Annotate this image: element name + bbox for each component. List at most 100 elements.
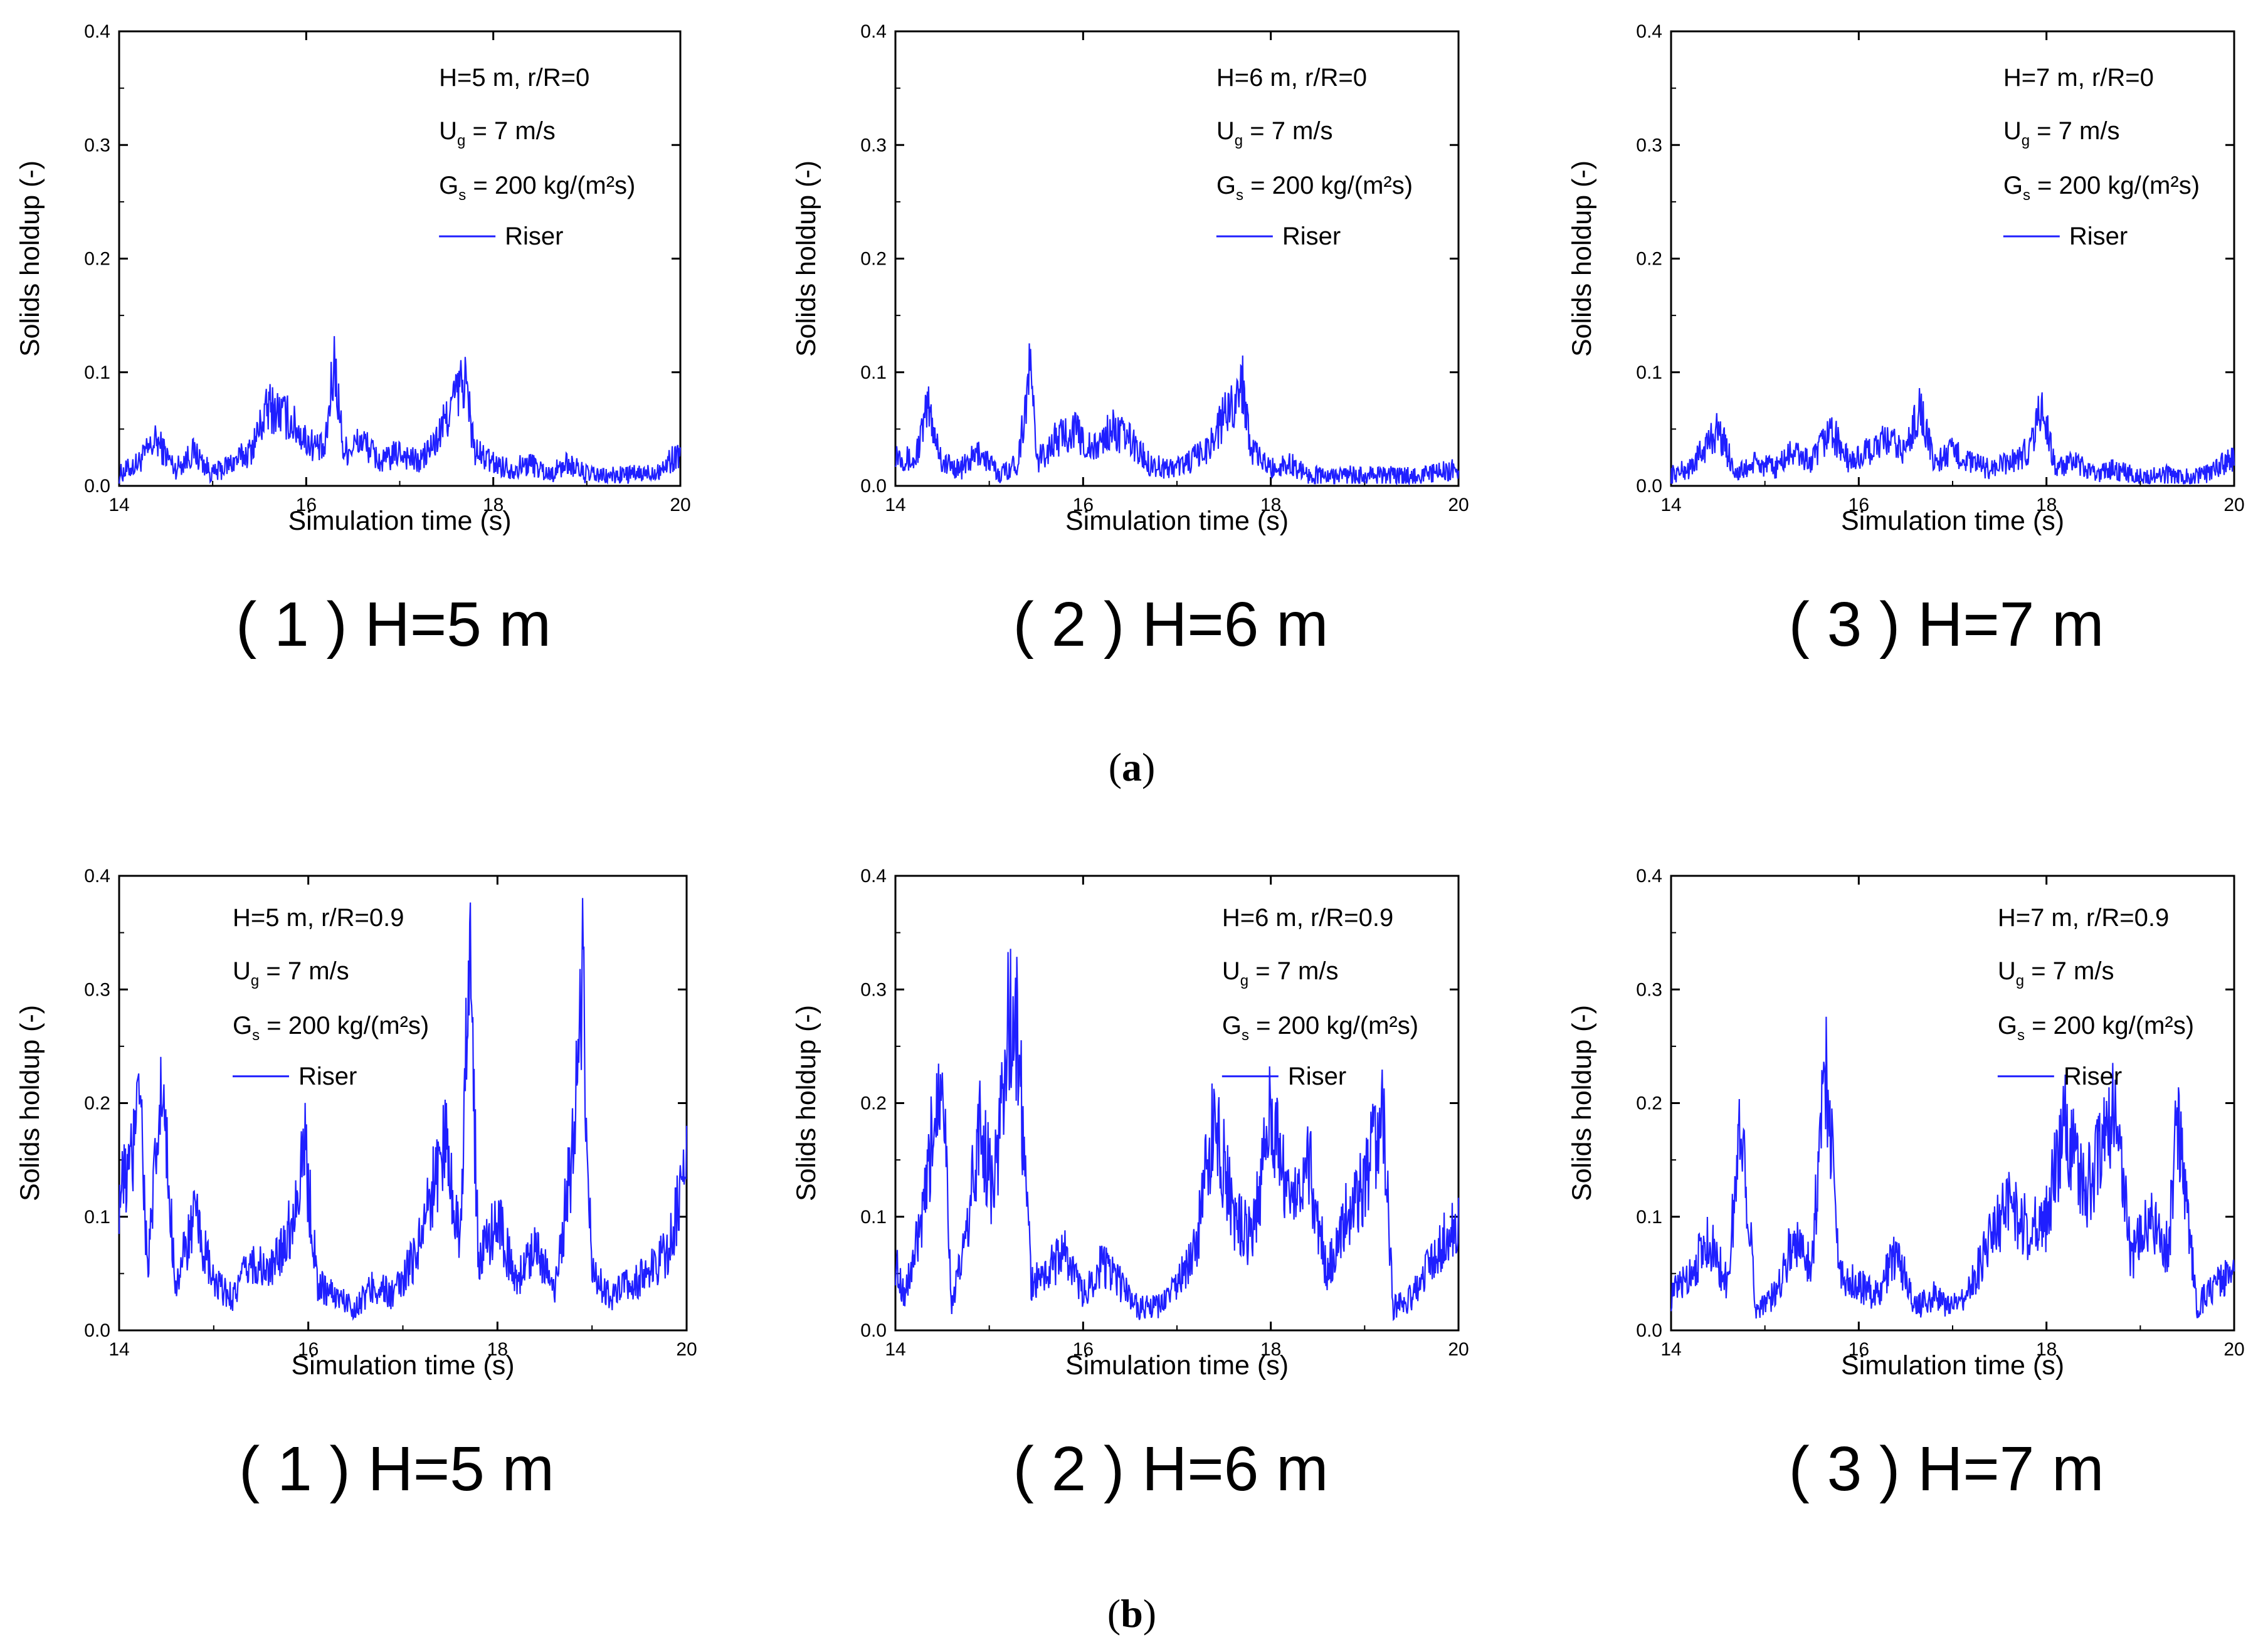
- plot-frame: [1670, 30, 2235, 487]
- x-tick-label: 18: [1260, 1339, 1281, 1360]
- y-tick-label: 0.1: [84, 1207, 110, 1228]
- x-tick-label: 14: [885, 1339, 905, 1360]
- y-tick-label: 0.4: [84, 866, 110, 887]
- y-tick-label: 0.3: [1636, 135, 1662, 155]
- legend-label: Riser: [1282, 223, 1341, 250]
- annotation-title: H=5 m, r/R=0.9: [233, 904, 404, 932]
- annotation-title: H=7 m, r/R=0.9: [1998, 904, 2169, 932]
- x-tick-label: 20: [676, 1339, 697, 1360]
- annotation-title: H=7 m, r/R=0: [2003, 64, 2154, 92]
- y-tick-label: 0.1: [1636, 1207, 1662, 1228]
- x-tick-label: 20: [2223, 495, 2244, 515]
- y-axis-label: Solids holdup (-): [791, 1005, 821, 1201]
- annotation-gs: Gs = 200 kg/(m²s): [1222, 1012, 1418, 1044]
- chart-panel-3: 0.0 0.1 0.2 0.3 0.4 14 16 18 20 Simulation time (…: [1567, 21, 2245, 660]
- y-tick-label: 0.3: [84, 135, 110, 155]
- series-line-riser: [894, 343, 1460, 487]
- chart-panel-6: 0.0 0.1 0.2 0.3 0.4 14 16 18 20 Simulation time (…: [1567, 866, 2245, 1504]
- legend-label: Riser: [505, 223, 563, 250]
- x-tick-label: 16: [1073, 1339, 1094, 1360]
- annotation-title: H=6 m, r/R=0.9: [1222, 904, 1393, 932]
- x-axis-label: Simulation time (s): [291, 1350, 514, 1381]
- y-tick-label: 0.3: [1636, 979, 1662, 1000]
- row-label-b: (b): [1107, 1591, 1156, 1636]
- chart-panel-2: 0.0 0.1 0.2 0.3 0.4 14 16 18 20 Simulation time (…: [791, 21, 1469, 660]
- panel-caption: ( 3 ) H=7 m: [1789, 1434, 2104, 1504]
- legend-label: Riser: [2069, 223, 2128, 250]
- panel-caption: ( 1 ) H=5 m: [239, 1434, 554, 1504]
- annotation-ug: Ug = 7 m/s: [2003, 117, 2120, 149]
- panel-caption: ( 2 ) H=6 m: [1013, 1434, 1329, 1504]
- series-line-riser: [1670, 387, 2235, 485]
- y-tick-label: 0.2: [84, 249, 110, 270]
- y-tick-label: 0.2: [1636, 249, 1662, 270]
- legend-label: Riser: [1288, 1063, 1346, 1090]
- x-tick-label: 16: [1849, 1339, 1869, 1360]
- y-tick-label: 0.0: [860, 476, 887, 497]
- y-tick-label: 0.0: [84, 476, 110, 497]
- x-tick-label: 14: [108, 1339, 129, 1360]
- x-tick-label: 16: [1849, 495, 1869, 515]
- x-tick-label: 14: [885, 495, 905, 515]
- x-tick-label: 14: [1660, 495, 1681, 515]
- y-tick-label: 0.3: [860, 979, 887, 1000]
- series-line-riser: [118, 336, 682, 485]
- x-axis-label: Simulation time (s): [1841, 506, 2064, 536]
- annotation-gs: Gs = 200 kg/(m²s): [1216, 172, 1413, 204]
- series-line-riser: [118, 898, 688, 1321]
- x-tick-label: 20: [670, 495, 690, 515]
- x-axis-label: Simulation time (s): [288, 506, 511, 536]
- x-tick-label: 18: [487, 1339, 508, 1360]
- plot-frame: [118, 30, 682, 487]
- y-axis-label: Solids holdup (-): [791, 160, 821, 357]
- annotation-gs: Gs = 200 kg/(m²s): [233, 1012, 429, 1044]
- x-tick-label: 14: [108, 495, 129, 515]
- legend-label: Riser: [2064, 1063, 2122, 1090]
- x-tick-label: 16: [296, 495, 317, 515]
- chart-panel-5: 0.0 0.1 0.2 0.3 0.4 14 16 18 20 Simulation time (…: [791, 866, 1469, 1504]
- y-tick-label: 0.2: [860, 1093, 887, 1114]
- chart-panel-1: 0.0 0.1 0.2 0.3 0.4 14 16 18 20 Simulation time (…: [15, 21, 691, 660]
- annotation-ug: Ug = 7 m/s: [1222, 957, 1339, 989]
- x-tick-label: 18: [2036, 495, 2057, 515]
- plot-frame: [1670, 875, 2235, 1332]
- y-tick-label: 0.0: [84, 1320, 110, 1341]
- x-tick-label: 18: [2036, 1339, 2057, 1360]
- y-tick-label: 0.1: [1636, 362, 1662, 383]
- x-tick-label: 20: [1448, 495, 1469, 515]
- annotation-gs: Gs = 200 kg/(m²s): [439, 172, 635, 204]
- annotation-ug: Ug = 7 m/s: [233, 957, 349, 989]
- x-axis-label: Simulation time (s): [1065, 506, 1289, 536]
- y-tick-label: 0.4: [84, 21, 110, 42]
- panel-caption: ( 3 ) H=7 m: [1789, 589, 2104, 660]
- plot-frame: [894, 30, 1460, 487]
- y-tick-label: 0.4: [860, 21, 887, 42]
- y-axis-label: Solids holdup (-): [15, 1005, 45, 1201]
- x-tick-label: 16: [1073, 495, 1094, 515]
- chart-panel-4: 0.0 0.1 0.2 0.3 0.4 14 16 18 20 Simulation time (…: [15, 866, 697, 1504]
- x-tick-label: 14: [1660, 1339, 1681, 1360]
- y-axis-label: Solids holdup (-): [1567, 1005, 1597, 1201]
- annotation-gs: Gs = 200 kg/(m²s): [2003, 172, 2200, 204]
- y-tick-label: 0.1: [860, 1207, 887, 1228]
- annotation-ug: Ug = 7 m/s: [439, 117, 556, 149]
- x-tick-label: 16: [298, 1339, 319, 1360]
- x-tick-label: 18: [1260, 495, 1281, 515]
- x-tick-label: 20: [1448, 1339, 1469, 1360]
- x-tick-label: 20: [2223, 1339, 2244, 1360]
- y-tick-label: 0.0: [1636, 1320, 1662, 1341]
- y-tick-label: 0.0: [860, 1320, 887, 1341]
- y-axis-label: Solids holdup (-): [1567, 160, 1597, 357]
- row-label-a: (a): [1109, 745, 1156, 789]
- series-line-riser: [1670, 1016, 2235, 1319]
- y-tick-label: 0.2: [860, 249, 887, 270]
- annotation-ug: Ug = 7 m/s: [1216, 117, 1333, 149]
- y-tick-label: 0.4: [860, 866, 887, 887]
- annotation-ug: Ug = 7 m/s: [1998, 957, 2114, 989]
- x-axis-label: Simulation time (s): [1841, 1350, 2064, 1381]
- y-axis-label: Solids holdup (-): [15, 160, 45, 357]
- legend-label: Riser: [298, 1063, 357, 1090]
- panel-caption: ( 2 ) H=6 m: [1013, 589, 1329, 660]
- y-tick-label: 0.3: [860, 135, 887, 155]
